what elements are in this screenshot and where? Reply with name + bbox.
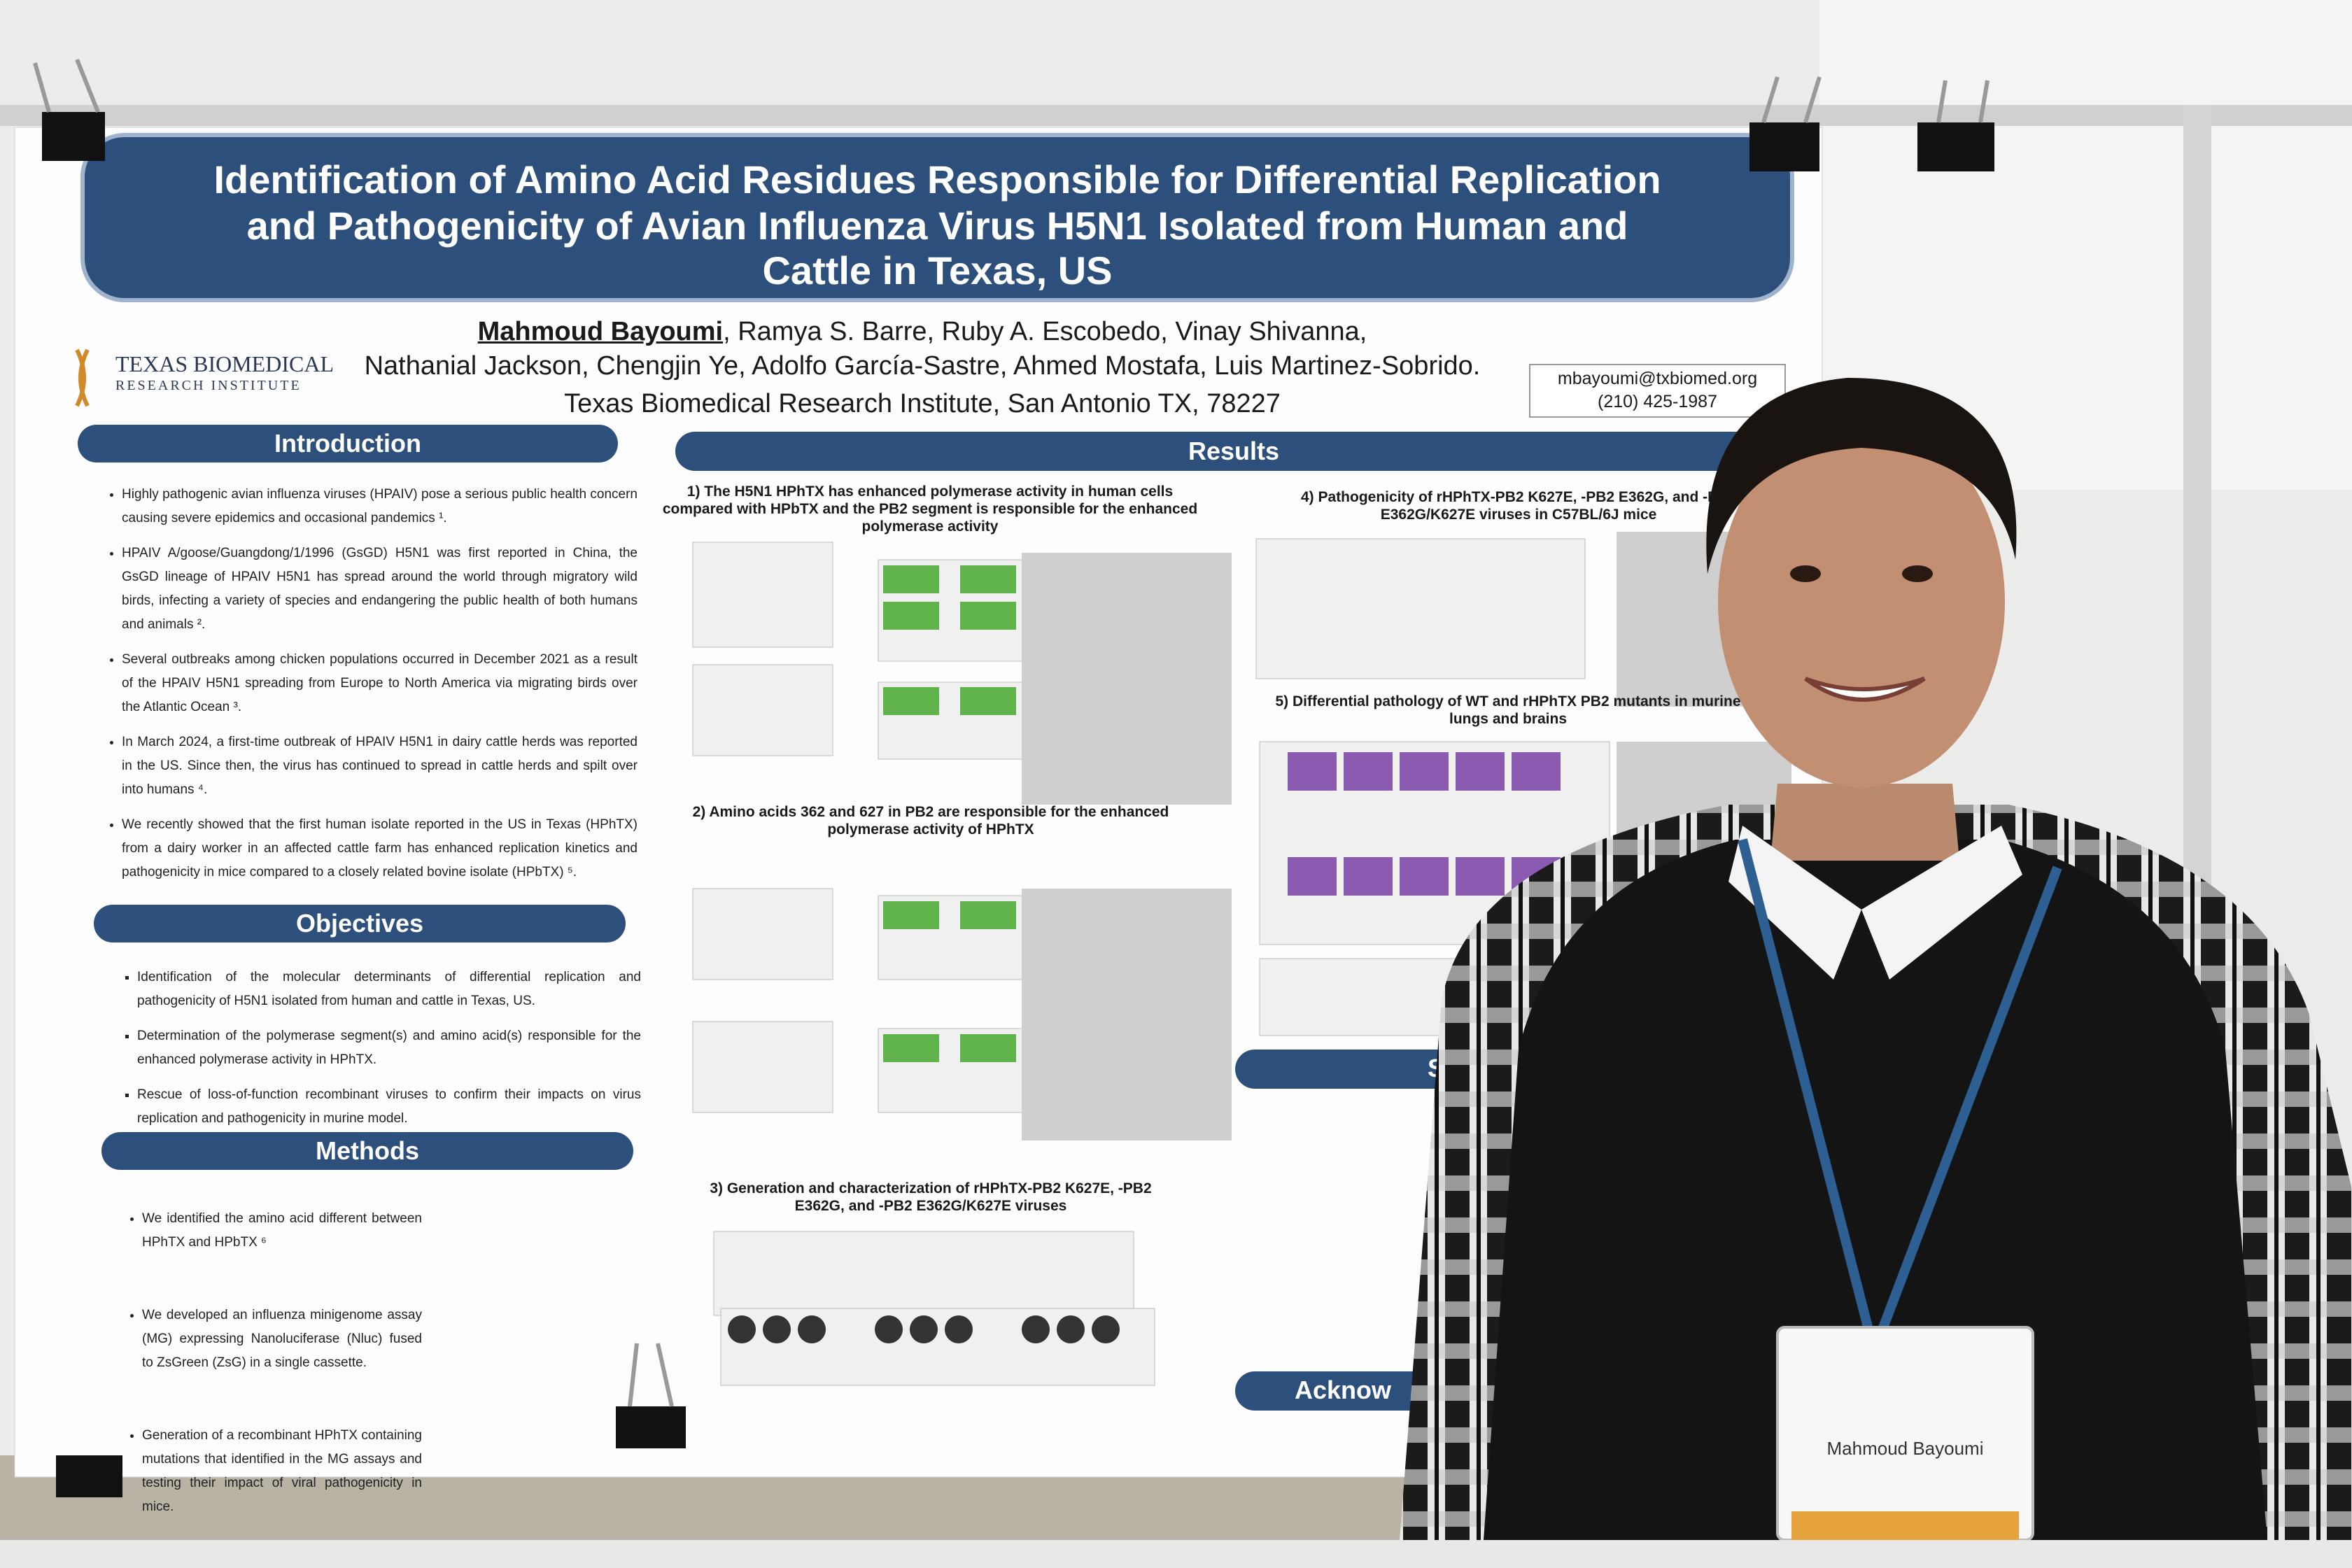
results-subheading: 1) The H5N1 HPhTX has enhanced polymeras… (662, 483, 1198, 535)
shirt (1484, 840, 2267, 1540)
bullet: In March 2024, a first-time outbreak of … (122, 730, 638, 802)
microscopy-images (883, 565, 1016, 1062)
title-line: Identification of Amino Acid Residues Re… (213, 157, 1661, 202)
results-subheading: 4) Pathogenicity of rHPhTX-PB2 K627E, -P… (1301, 489, 1736, 523)
affiliation: Texas Biomedical Research Institute, San… (564, 389, 1281, 418)
author-line: Mahmoud Bayoumi, Ramya S. Barre, Ruby A.… (280, 317, 1565, 347)
presenter: Mahmoud Bayoumi (477, 317, 724, 346)
contact-box (1529, 364, 1786, 418)
bullet: We identified the amino acid different b… (142, 1207, 422, 1255)
plaque-wells (728, 1315, 1120, 1343)
logo-text: Research Institute (115, 378, 302, 393)
logo-text: Texas Biomedical (115, 351, 334, 376)
phone: (210) 425-1987 (1598, 392, 1717, 411)
section-heading: Objectives (295, 909, 424, 938)
eye (1790, 565, 1821, 582)
bullet: Rescue of loss-of-function recombinant v… (137, 1083, 641, 1131)
bullet: Determination of the polymerase segment(… (137, 1024, 641, 1072)
binder-clips (42, 112, 1994, 1497)
results-subheading: 2) Amino acids 362 and 627 in PB2 are re… (692, 804, 1169, 838)
section-heading: Acknow (1295, 1376, 1392, 1404)
intro-list: Highly pathogenic avian influenza viruse… (102, 483, 638, 896)
hair (1706, 378, 2017, 574)
eye (1902, 565, 1933, 582)
clip-handles (33, 58, 1990, 1407)
intro-banner (78, 425, 618, 462)
badge-strip (1791, 1511, 2019, 1540)
badge (1776, 1326, 2034, 1540)
coauthors: , Ramya S. Barre, Ruby A. Escobedo, Vina… (723, 317, 1367, 346)
bullet: Highly pathogenic avian influenza viruse… (122, 483, 638, 530)
neck (1770, 784, 1959, 861)
bullet: We developed an influenza minigenome ass… (142, 1304, 422, 1375)
title-banner (80, 133, 1794, 302)
smile (1804, 677, 1926, 702)
face (1718, 416, 2005, 787)
badge-name: Mahmoud Bayoumi (1826, 1438, 1984, 1459)
lanyard (1738, 838, 2062, 1332)
title-line: Cattle in Texas, US (762, 248, 1113, 292)
section-heading: Methods (316, 1136, 419, 1165)
section-heading: Results (1188, 437, 1280, 465)
bullet: HPAIV A/goose/Guangdong/1/1996 (GsGD) H5… (122, 542, 638, 637)
bullet: Several outbreaks among chicken populati… (122, 648, 638, 719)
histology-images (1288, 752, 1561, 896)
objectives-banner (94, 905, 626, 942)
bullet: Identification of the molecular determin… (137, 966, 641, 1013)
title-line: and Pathogenicity of Avian Influenza Vir… (246, 204, 1628, 248)
results-subheading: 3) Generation and characterization of rH… (710, 1180, 1152, 1214)
results-banner (675, 432, 1792, 471)
email: mbayoumi@txbiomed.org (1557, 369, 1758, 388)
caption-lines (1022, 532, 1791, 1140)
logo-icon (75, 348, 90, 407)
section-heading: Introduction (274, 429, 421, 458)
results-subheading: 5) Differential pathology of WT and rHPh… (1275, 693, 1741, 727)
author-line: Nathanial Jackson, Chengjin Ye, Adolfo G… (364, 351, 1481, 381)
bullet: Generation of a recombinant HPhTX contai… (142, 1424, 422, 1519)
collar (1728, 826, 2022, 980)
methods-list: We identified the amino acid different b… (122, 1207, 422, 1568)
objectives-list: Identification of the molecular determin… (118, 966, 641, 1142)
bullet: We recently showed that the first human … (122, 813, 638, 884)
methods-banner (101, 1132, 633, 1170)
